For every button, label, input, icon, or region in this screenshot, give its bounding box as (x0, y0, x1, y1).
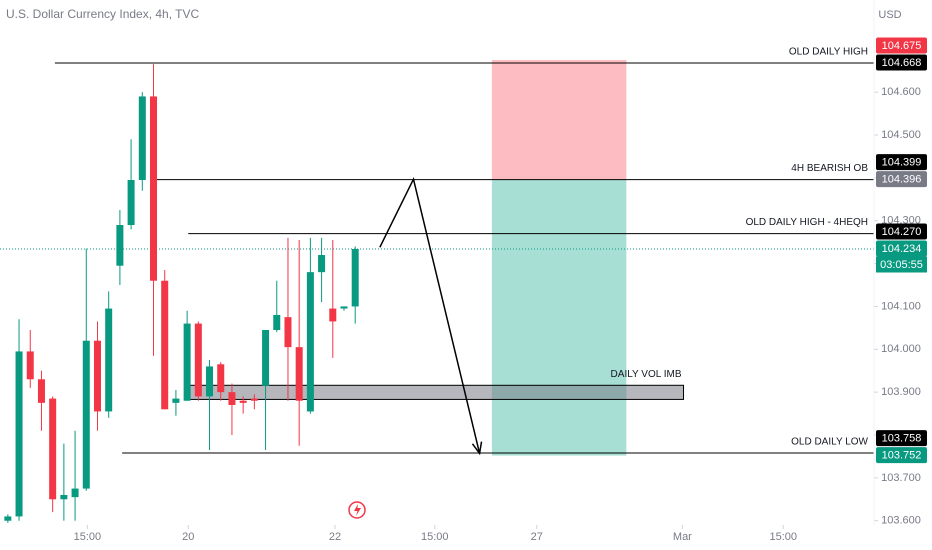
y-tick-label: 104.000 (881, 343, 921, 355)
candle-body (138, 96, 146, 180)
x-tick-label: 15:00 (421, 531, 449, 543)
price-badge (876, 223, 927, 240)
price-badge-label: 103.758 (882, 432, 922, 444)
y-tick-label: 104.600 (881, 86, 921, 98)
candle-body (15, 351, 23, 517)
price-badge (876, 171, 927, 188)
candle-body (217, 364, 225, 393)
candle-body (150, 96, 158, 281)
candle-body (105, 308, 113, 412)
candle-body (284, 317, 292, 348)
y-tick-label: 103.600 (881, 515, 921, 527)
candle-body (4, 516, 12, 521)
price-badge (876, 240, 927, 257)
x-tick-label: 20 (182, 531, 194, 543)
candle-body (329, 308, 337, 322)
price-badge (876, 430, 927, 447)
projection-path (379, 176, 481, 454)
price-badge-label: 104.270 (882, 226, 922, 238)
price-badge-label: 104.675 (882, 40, 922, 52)
icon-ring[interactable] (348, 501, 366, 519)
currency: USD (878, 9, 901, 21)
candle-body (194, 323, 202, 397)
arrow-head (471, 441, 483, 456)
price-badge (876, 54, 927, 71)
target-zone (491, 179, 627, 456)
y-tick-label: 103.900 (881, 386, 921, 398)
candle-body (273, 315, 281, 330)
candle-body (183, 323, 191, 401)
candle-body (318, 255, 326, 273)
level-label: OLD DAILY LOW (791, 437, 868, 448)
price-badge-label: 104.399 (882, 156, 922, 168)
candle-body (116, 225, 124, 266)
candle-body (127, 180, 135, 225)
candle-body (340, 306, 348, 309)
imbalance-label: DAILY VOL IMB (611, 369, 682, 380)
x-tick-label: 15:00 (74, 531, 102, 543)
y-tick-label: 103.700 (881, 472, 921, 484)
price-badge-label: 104.396 (882, 173, 922, 185)
level-label: OLD DAILY HIGH - 4HEQH (746, 217, 868, 228)
x-tick-label: 22 (329, 531, 341, 543)
candle-body (306, 272, 314, 412)
x-tick-label: 27 (531, 531, 543, 543)
candle-body (239, 400, 247, 403)
candle-body (71, 488, 79, 498)
x-tick-label: Mar (673, 531, 692, 543)
level-label: 4H BEARISH OB (791, 163, 868, 174)
price-badge (876, 37, 927, 54)
candle-body (172, 398, 180, 403)
icon-bolt[interactable] (354, 504, 361, 516)
candle-body (49, 398, 57, 500)
price-badge (876, 447, 927, 464)
price-badge-label: 104.668 (882, 57, 922, 69)
candle-body (60, 495, 68, 500)
candle-body (82, 340, 90, 489)
price-badge-label: 104.234 (882, 243, 922, 255)
price-badge (876, 154, 927, 171)
candle-body (262, 330, 270, 386)
chart-title: U.S. Dollar Currency Index, 4h, TVC (6, 7, 200, 21)
level-label: OLD DAILY HIGH (789, 47, 868, 58)
countdown: 03:05:55 (880, 259, 923, 271)
imbalance-zone (187, 384, 685, 400)
replay-icon[interactable] (348, 501, 366, 519)
candle-body (295, 347, 303, 401)
x-tick-label: 15:00 (769, 531, 797, 543)
candle-body (37, 379, 45, 403)
countdown-badge (876, 256, 927, 273)
price-badge-label: 103.752 (882, 449, 922, 461)
candle-body (93, 340, 101, 412)
y-tick-label: 104.500 (881, 129, 921, 141)
y-tick-label: 104.100 (881, 300, 921, 312)
stop-zone (491, 60, 627, 180)
candle-body (26, 351, 34, 380)
candle-body (250, 398, 258, 401)
candle-body (206, 366, 214, 397)
candle-body (161, 280, 169, 410)
candle-body (228, 392, 236, 405)
candle-body (351, 249, 359, 307)
